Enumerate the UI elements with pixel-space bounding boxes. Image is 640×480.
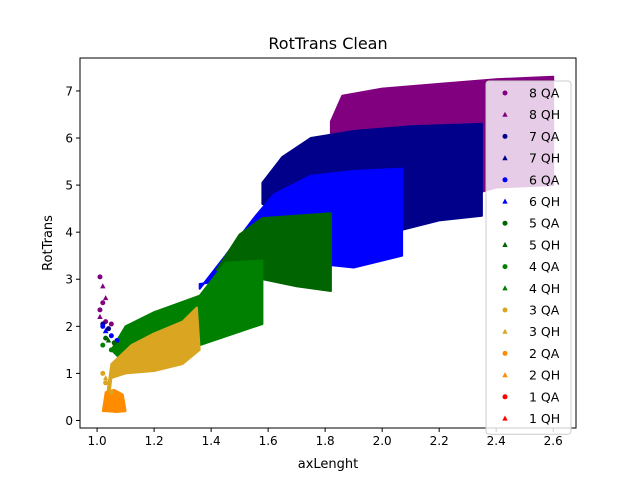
y-tick-label-4: 4 — [65, 226, 73, 240]
y-tick-label-6: 6 — [65, 132, 73, 146]
legend-marker-4-qh — [502, 285, 508, 291]
legend-marker-7-qh — [502, 155, 508, 161]
point-3-qa-0 — [100, 370, 106, 376]
point-3-qa-1 — [103, 380, 109, 386]
legend-label-8-qh: 8 QH — [529, 107, 560, 122]
point-5-qa-0 — [103, 335, 109, 341]
point-8-qa-0 — [97, 274, 103, 280]
legend-marker-5-qa — [502, 220, 508, 226]
point-4-qa-1 — [108, 347, 114, 353]
point-8-qa-4 — [108, 321, 114, 327]
point-8-qh-1 — [102, 295, 109, 301]
x-tick-label-7: 2.4 — [487, 434, 506, 448]
legend-marker-7-qa — [502, 133, 508, 139]
point-6-qh-0 — [102, 328, 109, 334]
legend-label-7-qh: 7 QH — [529, 151, 560, 166]
point-5-qa-1 — [111, 340, 117, 346]
x-tick-label-1: 1.2 — [145, 434, 164, 448]
legend-label-1-qa: 1 QA — [529, 389, 560, 404]
legend-marker-6-qa — [502, 177, 508, 183]
point-3-qh-0 — [102, 375, 109, 381]
legend: 8 QA 8 QH 7 QA 7 QH 6 QA 6 QH 5 QA 5 QH 4 QA 4 QH… — [485, 80, 572, 435]
legend-label-2-qa: 2 QA — [529, 346, 560, 361]
legend-label-3-qa: 3 QA — [529, 303, 560, 318]
legend-marker-8-qh — [502, 111, 508, 117]
legend-marker-3-qh — [502, 328, 508, 334]
legend-label-8-qa: 8 QA — [529, 86, 560, 101]
legend-marker-8-qa — [502, 90, 508, 96]
legend-marker-1-qa — [502, 394, 508, 400]
point-2-qh-0 — [108, 398, 115, 404]
legend-marker-1-qh — [502, 415, 508, 421]
point-5-qh-0 — [105, 337, 112, 343]
legend-marker-2-qh — [502, 372, 508, 378]
axes-frame — [79, 57, 577, 429]
point-3-qa-2 — [108, 389, 114, 395]
legend-label-3-qh: 3 QH — [529, 324, 560, 339]
y-axis: 0 1 2 3 4 5 6 7 — [65, 84, 80, 428]
point-2-qa-0 — [106, 403, 112, 409]
legend-label-2-qh: 2 QH — [529, 368, 560, 383]
point-7-qa-1 — [106, 326, 112, 332]
legend-label-6-qa: 6 QA — [529, 172, 560, 187]
point-4-qh-0 — [122, 328, 129, 334]
point-8-qa-1 — [97, 307, 103, 313]
legend-label-7-qa: 7 QA — [529, 129, 560, 144]
x-tick-label-5: 2.0 — [373, 434, 392, 448]
y-tick-label-5: 5 — [65, 179, 73, 193]
y-tick-label-7: 7 — [65, 84, 73, 98]
point-4-qa-2 — [117, 347, 123, 353]
point-2-qa-1 — [111, 406, 117, 412]
legend-label-6-qh: 6 QH — [529, 194, 560, 209]
legend-marker-5-qh — [502, 241, 508, 247]
x-tick-label-0: 1.0 — [88, 434, 107, 448]
point-8-qa-2 — [100, 300, 106, 306]
x-tick-label-8: 2.6 — [544, 434, 563, 448]
legend-marker-4-qa — [502, 264, 508, 270]
legend-label-1-qh: 1 QH — [529, 411, 560, 426]
point-6-qa-1 — [108, 333, 114, 339]
legend-label-5-qa: 5 QA — [529, 216, 560, 231]
y-tick-label-1: 1 — [65, 367, 73, 381]
legend-label-4-qh: 4 QH — [529, 281, 560, 296]
x-tick-label-3: 1.6 — [259, 434, 278, 448]
legend-label-5-qh: 5 QH — [529, 237, 560, 252]
y-tick-label-2: 2 — [65, 320, 73, 334]
x-tick-label-4: 1.8 — [316, 434, 335, 448]
y-tick-label-0: 0 — [65, 414, 73, 428]
region-3-qh — [104, 306, 201, 405]
chart-title: RotTrans Clean — [268, 34, 387, 53]
legend-marker-3-qa — [502, 307, 508, 313]
y-axis-label: RotTrans — [41, 215, 56, 271]
x-tick-label-6: 2.2 — [430, 434, 449, 448]
legend-marker-2-qa — [502, 350, 508, 356]
legend-box — [485, 80, 572, 435]
legend-label-4-qa: 4 QA — [529, 259, 560, 274]
point-8-qh-2 — [97, 313, 103, 320]
point-2-qa-2 — [117, 403, 123, 409]
y-tick-label-3: 3 — [65, 273, 73, 287]
legend-marker-6-qh — [502, 198, 508, 204]
point-6-qa-0 — [100, 323, 106, 329]
x-axis: 1.0 1.2 1.4 1.6 1.8 2.0 2.2 2.4 2.6 — [88, 428, 563, 448]
x-tick-label-2: 1.4 — [202, 434, 221, 448]
point-4-qa-0 — [100, 342, 106, 348]
data-points — [97, 274, 129, 412]
x-axis-label: axLenght — [298, 457, 359, 472]
point-8-qh-0 — [100, 283, 106, 289]
